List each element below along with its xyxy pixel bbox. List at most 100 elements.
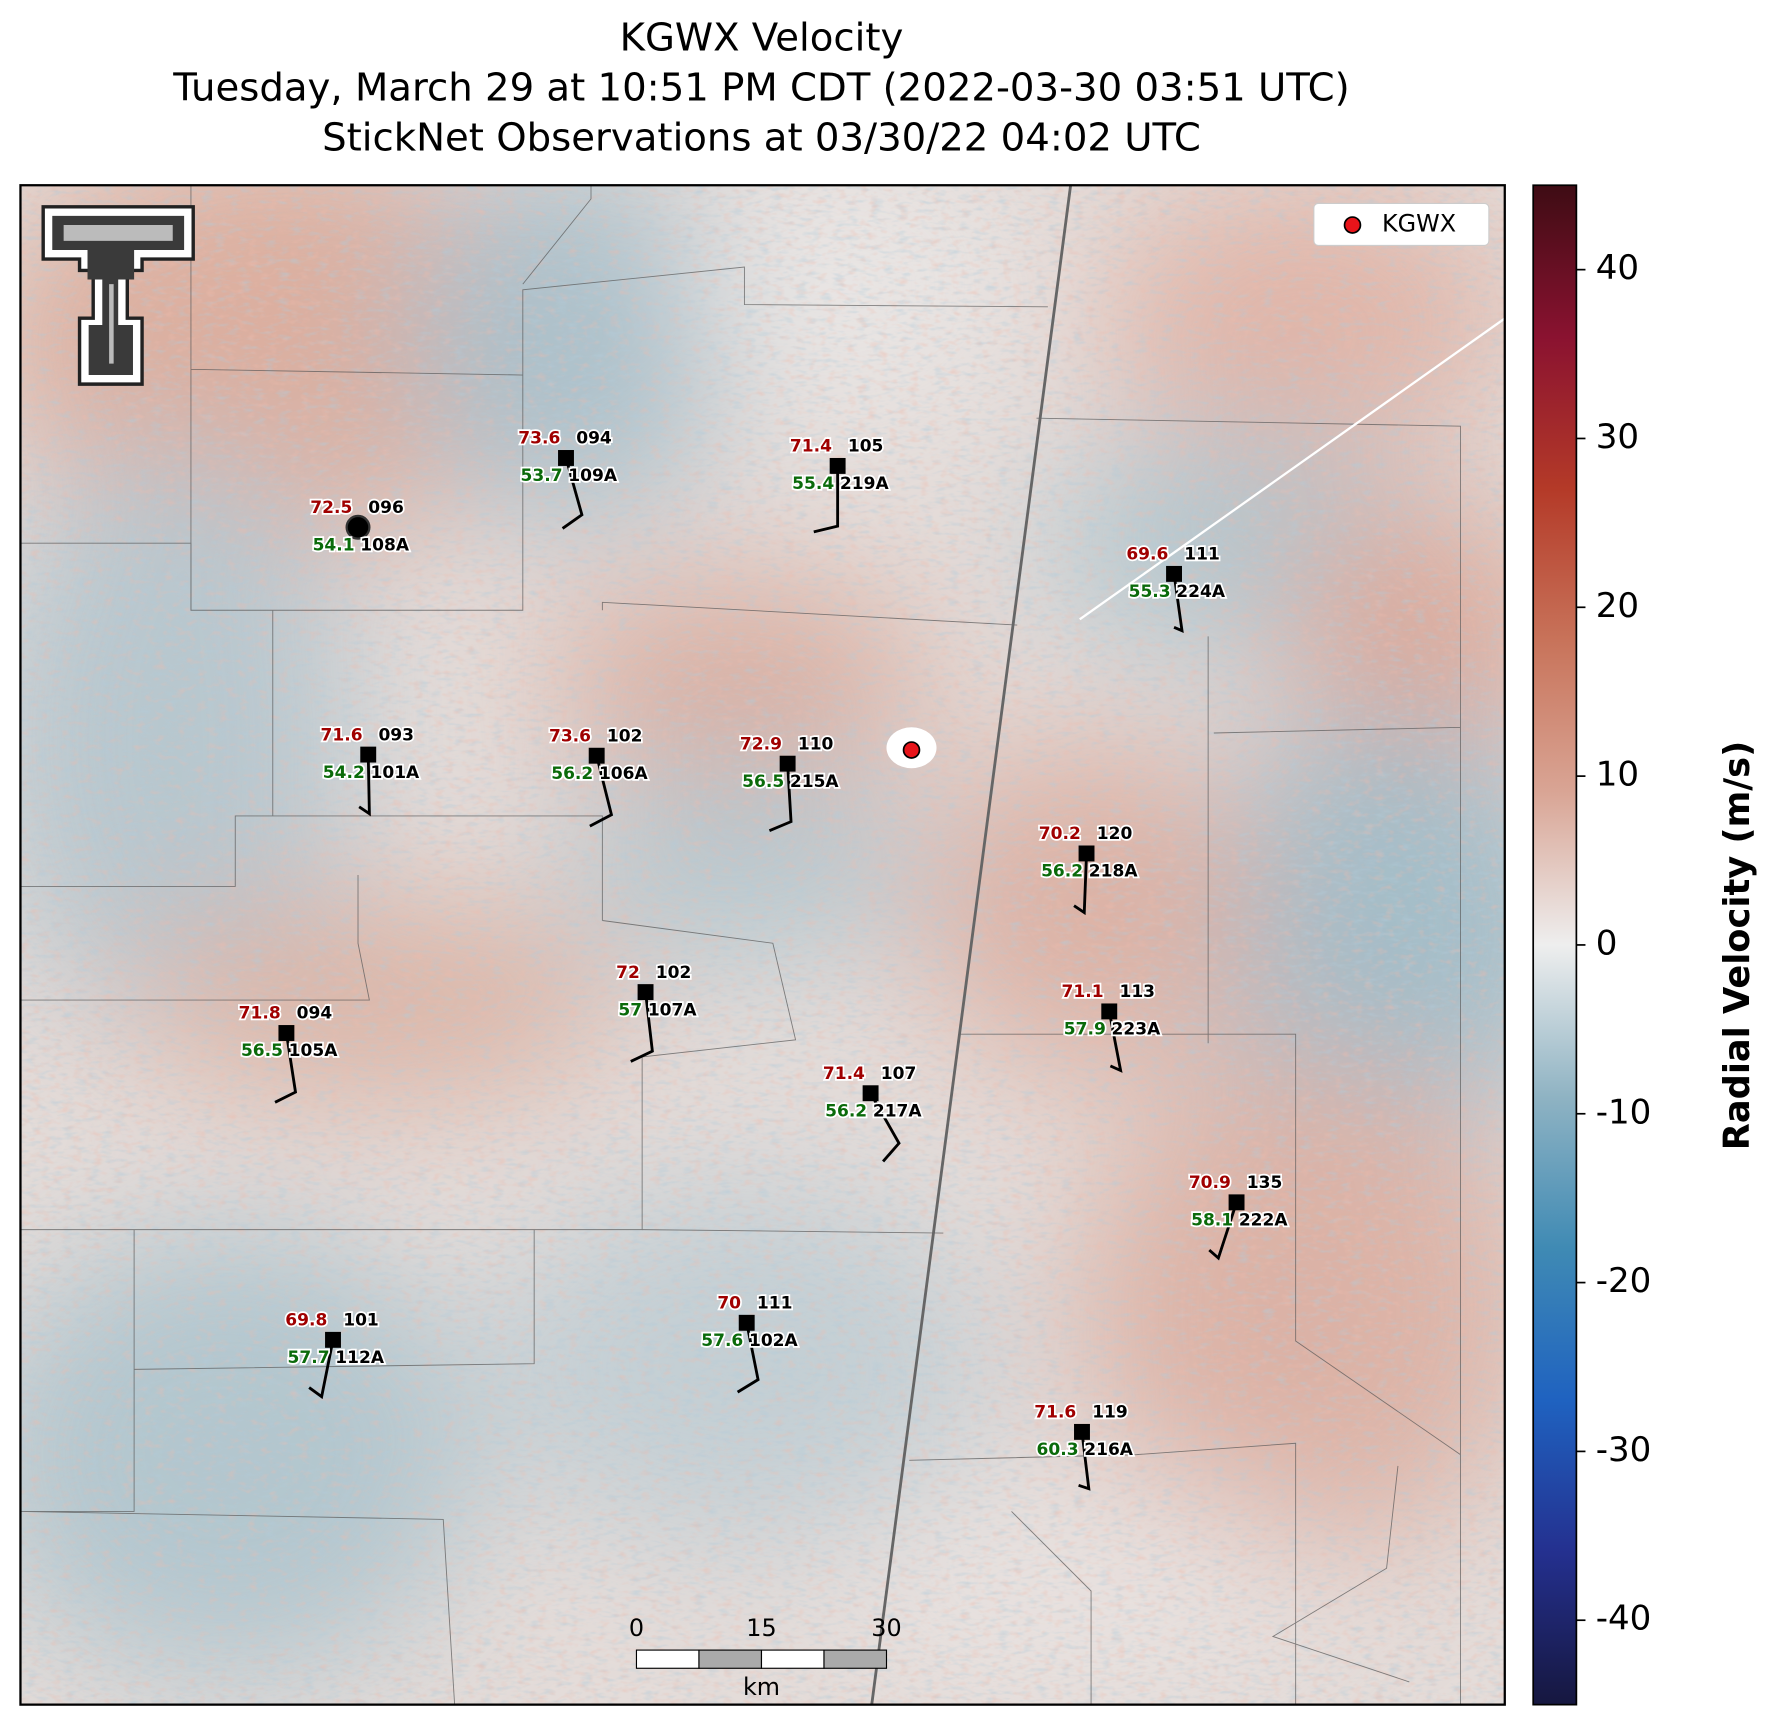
temperature: 71.4 <box>823 1064 865 1084</box>
station-marker <box>637 984 654 1001</box>
station: 70.9 135 58.1 222A <box>1187 1171 1290 1261</box>
dewpoint: 53.7 <box>521 466 563 486</box>
wind-barb <box>589 755 614 828</box>
station-marker <box>1166 565 1182 582</box>
colorbar-tick-label: 40 <box>1596 248 1639 288</box>
colorbar-tick-label: 0 <box>1596 923 1618 963</box>
station-id: 216A <box>1084 1440 1134 1460</box>
colorbar-tick-label: 30 <box>1596 417 1639 457</box>
temperature: 73.6 <box>518 429 560 449</box>
wind-barb <box>768 763 793 833</box>
temperature: 70.9 <box>1189 1173 1231 1193</box>
scale-tick-label: 0 <box>629 1614 644 1642</box>
station-value: 093 <box>378 725 414 745</box>
station: 71.6 119 60.3 216A <box>1033 1401 1136 1491</box>
station-marker <box>588 747 605 764</box>
wind-barb <box>869 1092 901 1163</box>
station-id: 218A <box>1089 862 1139 882</box>
station-value: 102 <box>656 963 692 983</box>
station-marker <box>360 746 377 763</box>
station-id: 215A <box>790 772 840 792</box>
station-id: 108A <box>360 535 410 555</box>
dewpoint: 56.2 <box>551 764 593 784</box>
wind-barb <box>813 465 840 534</box>
scale-segment <box>823 1649 888 1669</box>
wind-barb <box>308 1339 335 1400</box>
temperature: 71.6 <box>321 725 363 745</box>
station-marker <box>278 1025 295 1041</box>
radar-site <box>902 741 921 759</box>
title: KGWX Velocity <box>620 15 904 60</box>
stations: 72.5 096 54.1 108A 73.6 094 53.7 109A 71.4 105 55.… <box>237 427 1290 1491</box>
temperature: 71.8 <box>239 1004 281 1024</box>
station: 72.9 110 56.5 215A <box>738 733 841 833</box>
station-value: 101 <box>343 1311 379 1331</box>
scale-segment <box>760 1649 825 1669</box>
station: 72 102 57 107A <box>614 961 699 1063</box>
station-marker <box>829 457 846 474</box>
station-marker <box>558 450 574 466</box>
station: 70.2 120 56.2 218A <box>1037 822 1140 916</box>
scale-bar: 0 15 30 km <box>629 1614 902 1701</box>
temperature: 69.6 <box>1126 545 1168 565</box>
dewpoint: 60.3 <box>1037 1440 1079 1460</box>
velocity-texture <box>20 185 1505 1705</box>
legend-label: KGWX <box>1382 210 1456 238</box>
station-value: 107 <box>881 1064 917 1084</box>
station: 73.6 094 53.7 109A <box>517 427 620 530</box>
wind-barb <box>736 1322 760 1394</box>
temperature: 71.4 <box>790 437 832 457</box>
station-marker <box>325 1331 341 1348</box>
wind-barb <box>1078 1431 1091 1491</box>
station-id: 101A <box>371 763 421 783</box>
dewpoint: 56.5 <box>742 772 784 792</box>
temperature: 72 <box>616 963 640 983</box>
station-marker <box>345 514 371 540</box>
dewpoint: 56.2 <box>825 1101 867 1121</box>
station: 72.5 096 54.1 108A <box>309 496 412 557</box>
station-value: 113 <box>1119 982 1155 1002</box>
county-lines <box>20 185 1461 1705</box>
logo <box>41 205 195 386</box>
station: 71.1 113 57.9 223A <box>1060 980 1163 1073</box>
wind-barb <box>358 754 371 817</box>
station: 71.4 107 56.2 217A <box>821 1062 924 1163</box>
station-value: 120 <box>1097 824 1133 844</box>
station: 70 111 57.6 102A <box>700 1292 800 1394</box>
colorbar-label: Radial Velocity (m/s) <box>1717 741 1758 1150</box>
scale-segment <box>698 1649 763 1669</box>
station-id: 107A <box>648 1000 698 1020</box>
station-id: 223A <box>1112 1020 1162 1040</box>
colorbar-tick-label: 20 <box>1596 586 1639 626</box>
temperature: 70.2 <box>1039 824 1081 844</box>
station-id: 219A <box>840 474 890 494</box>
station-marker <box>1228 1194 1245 1211</box>
radar-beam-artifact <box>1079 317 1505 621</box>
station-marker <box>779 755 796 772</box>
station: 71.6 093 54.2 101A <box>319 724 422 817</box>
radar-map <box>20 185 1505 1705</box>
station-id: 112A <box>335 1348 385 1368</box>
station: 71.8 094 56.5 105A <box>237 1002 340 1104</box>
legend-box <box>1313 202 1490 247</box>
wind-barb <box>630 991 654 1063</box>
wind-barb <box>1172 573 1184 634</box>
station-value: 096 <box>368 498 404 518</box>
station-marker <box>738 1314 755 1331</box>
station-id: 102A <box>749 1331 799 1351</box>
scale-segment <box>635 1649 700 1669</box>
station-marker <box>1074 1423 1090 1440</box>
temperature: 71.1 <box>1062 982 1104 1002</box>
station-id: 106A <box>599 764 649 784</box>
station-marker <box>1078 845 1095 862</box>
temperature: 72.5 <box>310 498 352 518</box>
dewpoint: 57.9 <box>1064 1020 1106 1040</box>
colorbar-tick-label: 10 <box>1596 755 1639 795</box>
colorbar-tick-label: -20 <box>1596 1261 1652 1301</box>
station-value: 094 <box>576 429 612 449</box>
station-marker <box>862 1085 879 1102</box>
station-id: 224A <box>1176 582 1226 602</box>
scale-tick-label: 30 <box>871 1614 901 1642</box>
map-frame <box>19 184 1506 1706</box>
